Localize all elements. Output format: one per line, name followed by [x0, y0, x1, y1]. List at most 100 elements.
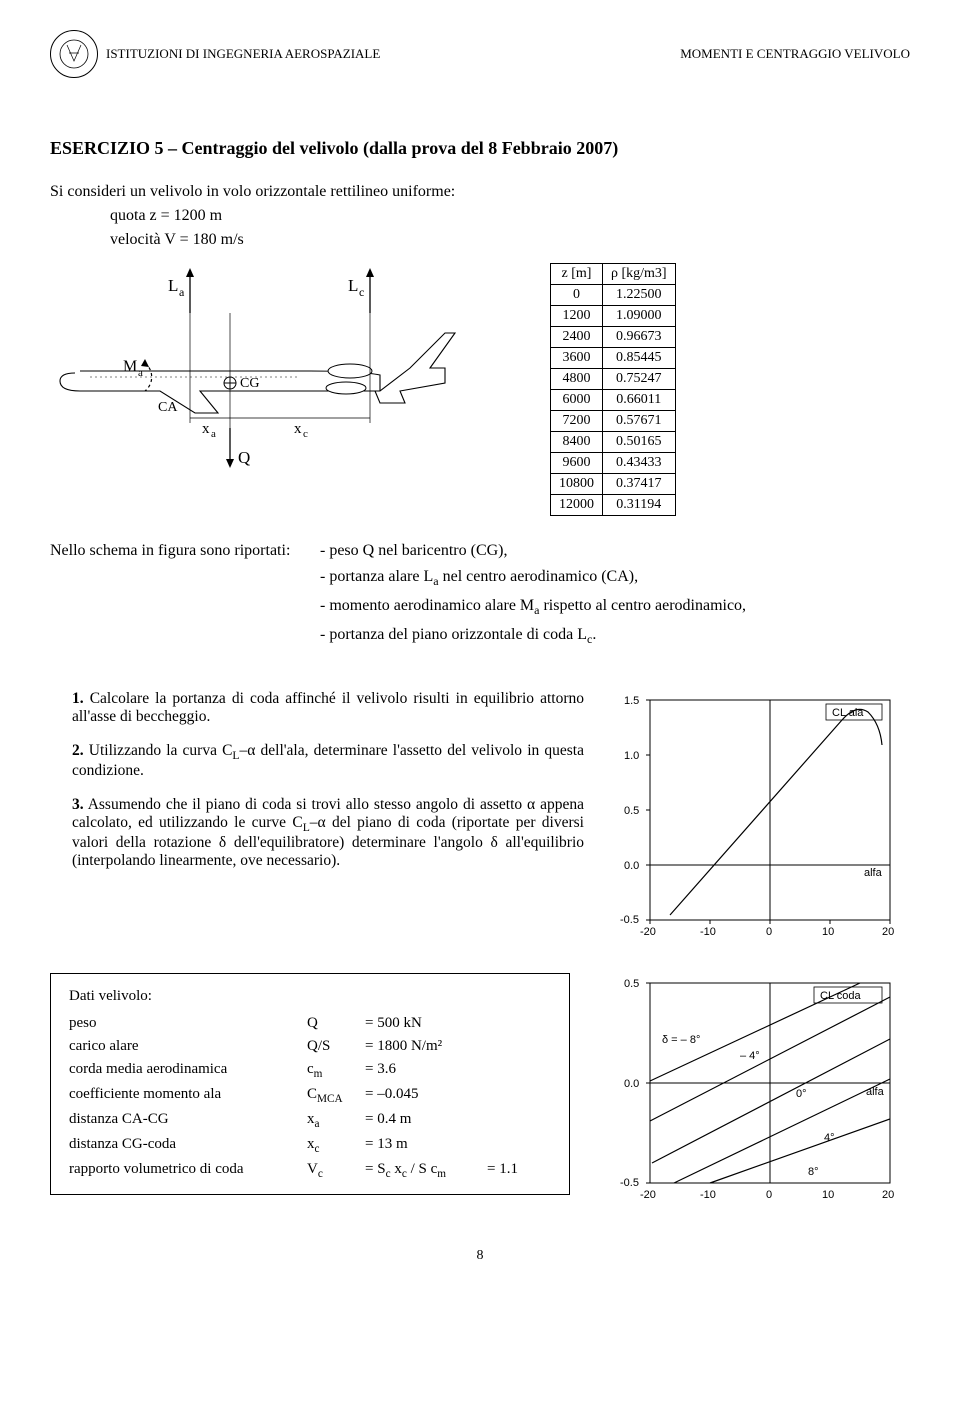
table-cell: 0.57671 [603, 411, 676, 432]
table-cell: 1.09000 [603, 306, 676, 327]
given-velocity: velocità V = 180 m/s [110, 231, 910, 249]
table-cell: 0.66011 [603, 390, 676, 411]
table-cell: 0.50165 [603, 432, 676, 453]
dati-label: coefficiente momento ala [69, 1086, 299, 1105]
dati-extra [487, 1136, 551, 1155]
dati-symbol: Q/S [307, 1038, 357, 1055]
rho-th-z: z [m] [551, 264, 603, 285]
table-cell: 0.96673 [603, 327, 676, 348]
density-table: z [m] ρ [kg/m3] 01.2250012001.0900024000… [550, 263, 676, 516]
svg-text:-20: -20 [640, 1189, 656, 1201]
dati-symbol: Vc [307, 1161, 357, 1180]
svg-text:0.0: 0.0 [624, 1078, 639, 1090]
svg-text:0: 0 [766, 926, 772, 938]
aircraft-diagram: La Lc Ma CG CA [50, 263, 520, 488]
page-header: ISTITUZIONI DI INGEGNERIA AEROSPAZIALE M… [50, 30, 910, 78]
schema-item-1: - peso Q nel baricentro (CG), [320, 542, 910, 560]
svg-text:1.0: 1.0 [624, 750, 639, 762]
table-cell: 6000 [551, 390, 603, 411]
dati-extra [487, 1038, 551, 1055]
chart-cl-coda: 0.5 0.0 -0.5 -20 -10 0 10 20 CL [610, 973, 910, 1218]
dati-label: distanza CG-coda [69, 1136, 299, 1155]
svg-text:a: a [211, 428, 216, 440]
aircraft-data-box: Dati velivolo: peso Q = 500 kN carico alare… [50, 973, 570, 1195]
svg-text:a: a [179, 285, 185, 299]
table-cell: 0.31194 [603, 495, 676, 516]
svg-text:Q: Q [238, 448, 250, 467]
svg-text:4°: 4° [824, 1132, 835, 1144]
dati-value: = 0.4 m [365, 1111, 479, 1130]
svg-text:c: c [303, 428, 308, 440]
svg-text:c: c [359, 285, 364, 299]
dati-value: = 3.6 [365, 1061, 479, 1080]
schema-item-2: - portanza alare La nel centro aerodinam… [320, 568, 910, 589]
question-1: 1. Calcolare la portanza di coda affinch… [72, 690, 584, 726]
table-cell: 3600 [551, 348, 603, 369]
schema-block: Nello schema in figura sono riportati: -… [50, 542, 910, 656]
svg-text:-20: -20 [640, 926, 656, 938]
header-left-text: ISTITUZIONI DI INGEGNERIA AEROSPAZIALE [106, 46, 380, 62]
svg-text:20: 20 [882, 1189, 894, 1201]
table-cell: 12000 [551, 495, 603, 516]
svg-text:M: M [123, 358, 137, 375]
header-right-text: MOMENTI E CENTRAGGIO VELIVOLO [680, 46, 910, 62]
dati-symbol: xc [307, 1136, 357, 1155]
given-quota: quota z = 1200 m [110, 207, 910, 225]
svg-text:x: x [294, 421, 302, 437]
svg-text:8°: 8° [808, 1166, 819, 1178]
dati-extra [487, 1015, 551, 1032]
svg-text:CG: CG [240, 376, 259, 391]
dati-extra [487, 1061, 551, 1080]
schema-label: Nello schema in figura sono riportati: [50, 542, 320, 656]
dati-label: peso [69, 1015, 299, 1032]
page-number: 8 [50, 1248, 910, 1264]
svg-text:L: L [348, 276, 358, 295]
svg-text:10: 10 [822, 926, 834, 938]
question-2: 2. Utilizzando la curva CL–α dell'ala, d… [72, 742, 584, 780]
dati-value: = Sc xc / S cm [365, 1161, 479, 1180]
dati-symbol: xa [307, 1111, 357, 1130]
svg-text:-10: -10 [700, 926, 716, 938]
table-cell: 4800 [551, 369, 603, 390]
table-cell: 10800 [551, 474, 603, 495]
schema-item-3: - momento aerodinamico alare Ma rispetto… [320, 597, 910, 618]
rho-th-rho: ρ [kg/m3] [603, 264, 676, 285]
intro-text: Si consideri un velivolo in volo orizzon… [50, 183, 910, 201]
svg-text:0.5: 0.5 [624, 978, 639, 990]
dati-symbol: Q [307, 1015, 357, 1032]
table-cell: 1200 [551, 306, 603, 327]
svg-text:-0.5: -0.5 [620, 1177, 639, 1189]
dati-title: Dati velivolo: [69, 988, 551, 1005]
dati-symbol: cm [307, 1061, 357, 1080]
svg-text:a: a [138, 367, 143, 379]
svg-text:-0.5: -0.5 [620, 914, 639, 926]
logo-icon [50, 30, 98, 78]
exercise-title: ESERCIZIO 5 – Centraggio del velivolo (d… [50, 138, 910, 159]
dati-symbol: CMCA [307, 1086, 357, 1105]
table-cell: 0 [551, 285, 603, 306]
svg-text:alfa: alfa [864, 867, 883, 879]
table-cell: 8400 [551, 432, 603, 453]
svg-text:0: 0 [766, 1189, 772, 1201]
svg-text:CA: CA [158, 400, 178, 415]
svg-text:x: x [202, 421, 210, 437]
svg-text:0.0: 0.0 [624, 860, 639, 872]
dati-extra [487, 1086, 551, 1105]
svg-text:– 4°: – 4° [740, 1050, 760, 1062]
dati-label: rapporto volumetrico di coda [69, 1161, 299, 1180]
svg-text:10: 10 [822, 1189, 834, 1201]
chart-cl-ala: 1.5 1.0 0.5 0.0 -0.5 -20 -10 0 10 20 [610, 690, 910, 955]
table-cell: 0.43433 [603, 453, 676, 474]
table-cell: 1.22500 [603, 285, 676, 306]
table-cell: 2400 [551, 327, 603, 348]
svg-text:1.5: 1.5 [624, 695, 639, 707]
svg-text:alfa: alfa [866, 1086, 885, 1098]
dati-label: distanza CA-CG [69, 1111, 299, 1130]
table-cell: 7200 [551, 411, 603, 432]
dati-value: = 500 kN [365, 1015, 479, 1032]
svg-text:δ = – 8°: δ = – 8° [662, 1034, 700, 1046]
svg-text:20: 20 [882, 926, 894, 938]
svg-text:CL coda: CL coda [820, 990, 861, 1002]
dati-label: carico alare [69, 1038, 299, 1055]
svg-text:L: L [168, 276, 178, 295]
